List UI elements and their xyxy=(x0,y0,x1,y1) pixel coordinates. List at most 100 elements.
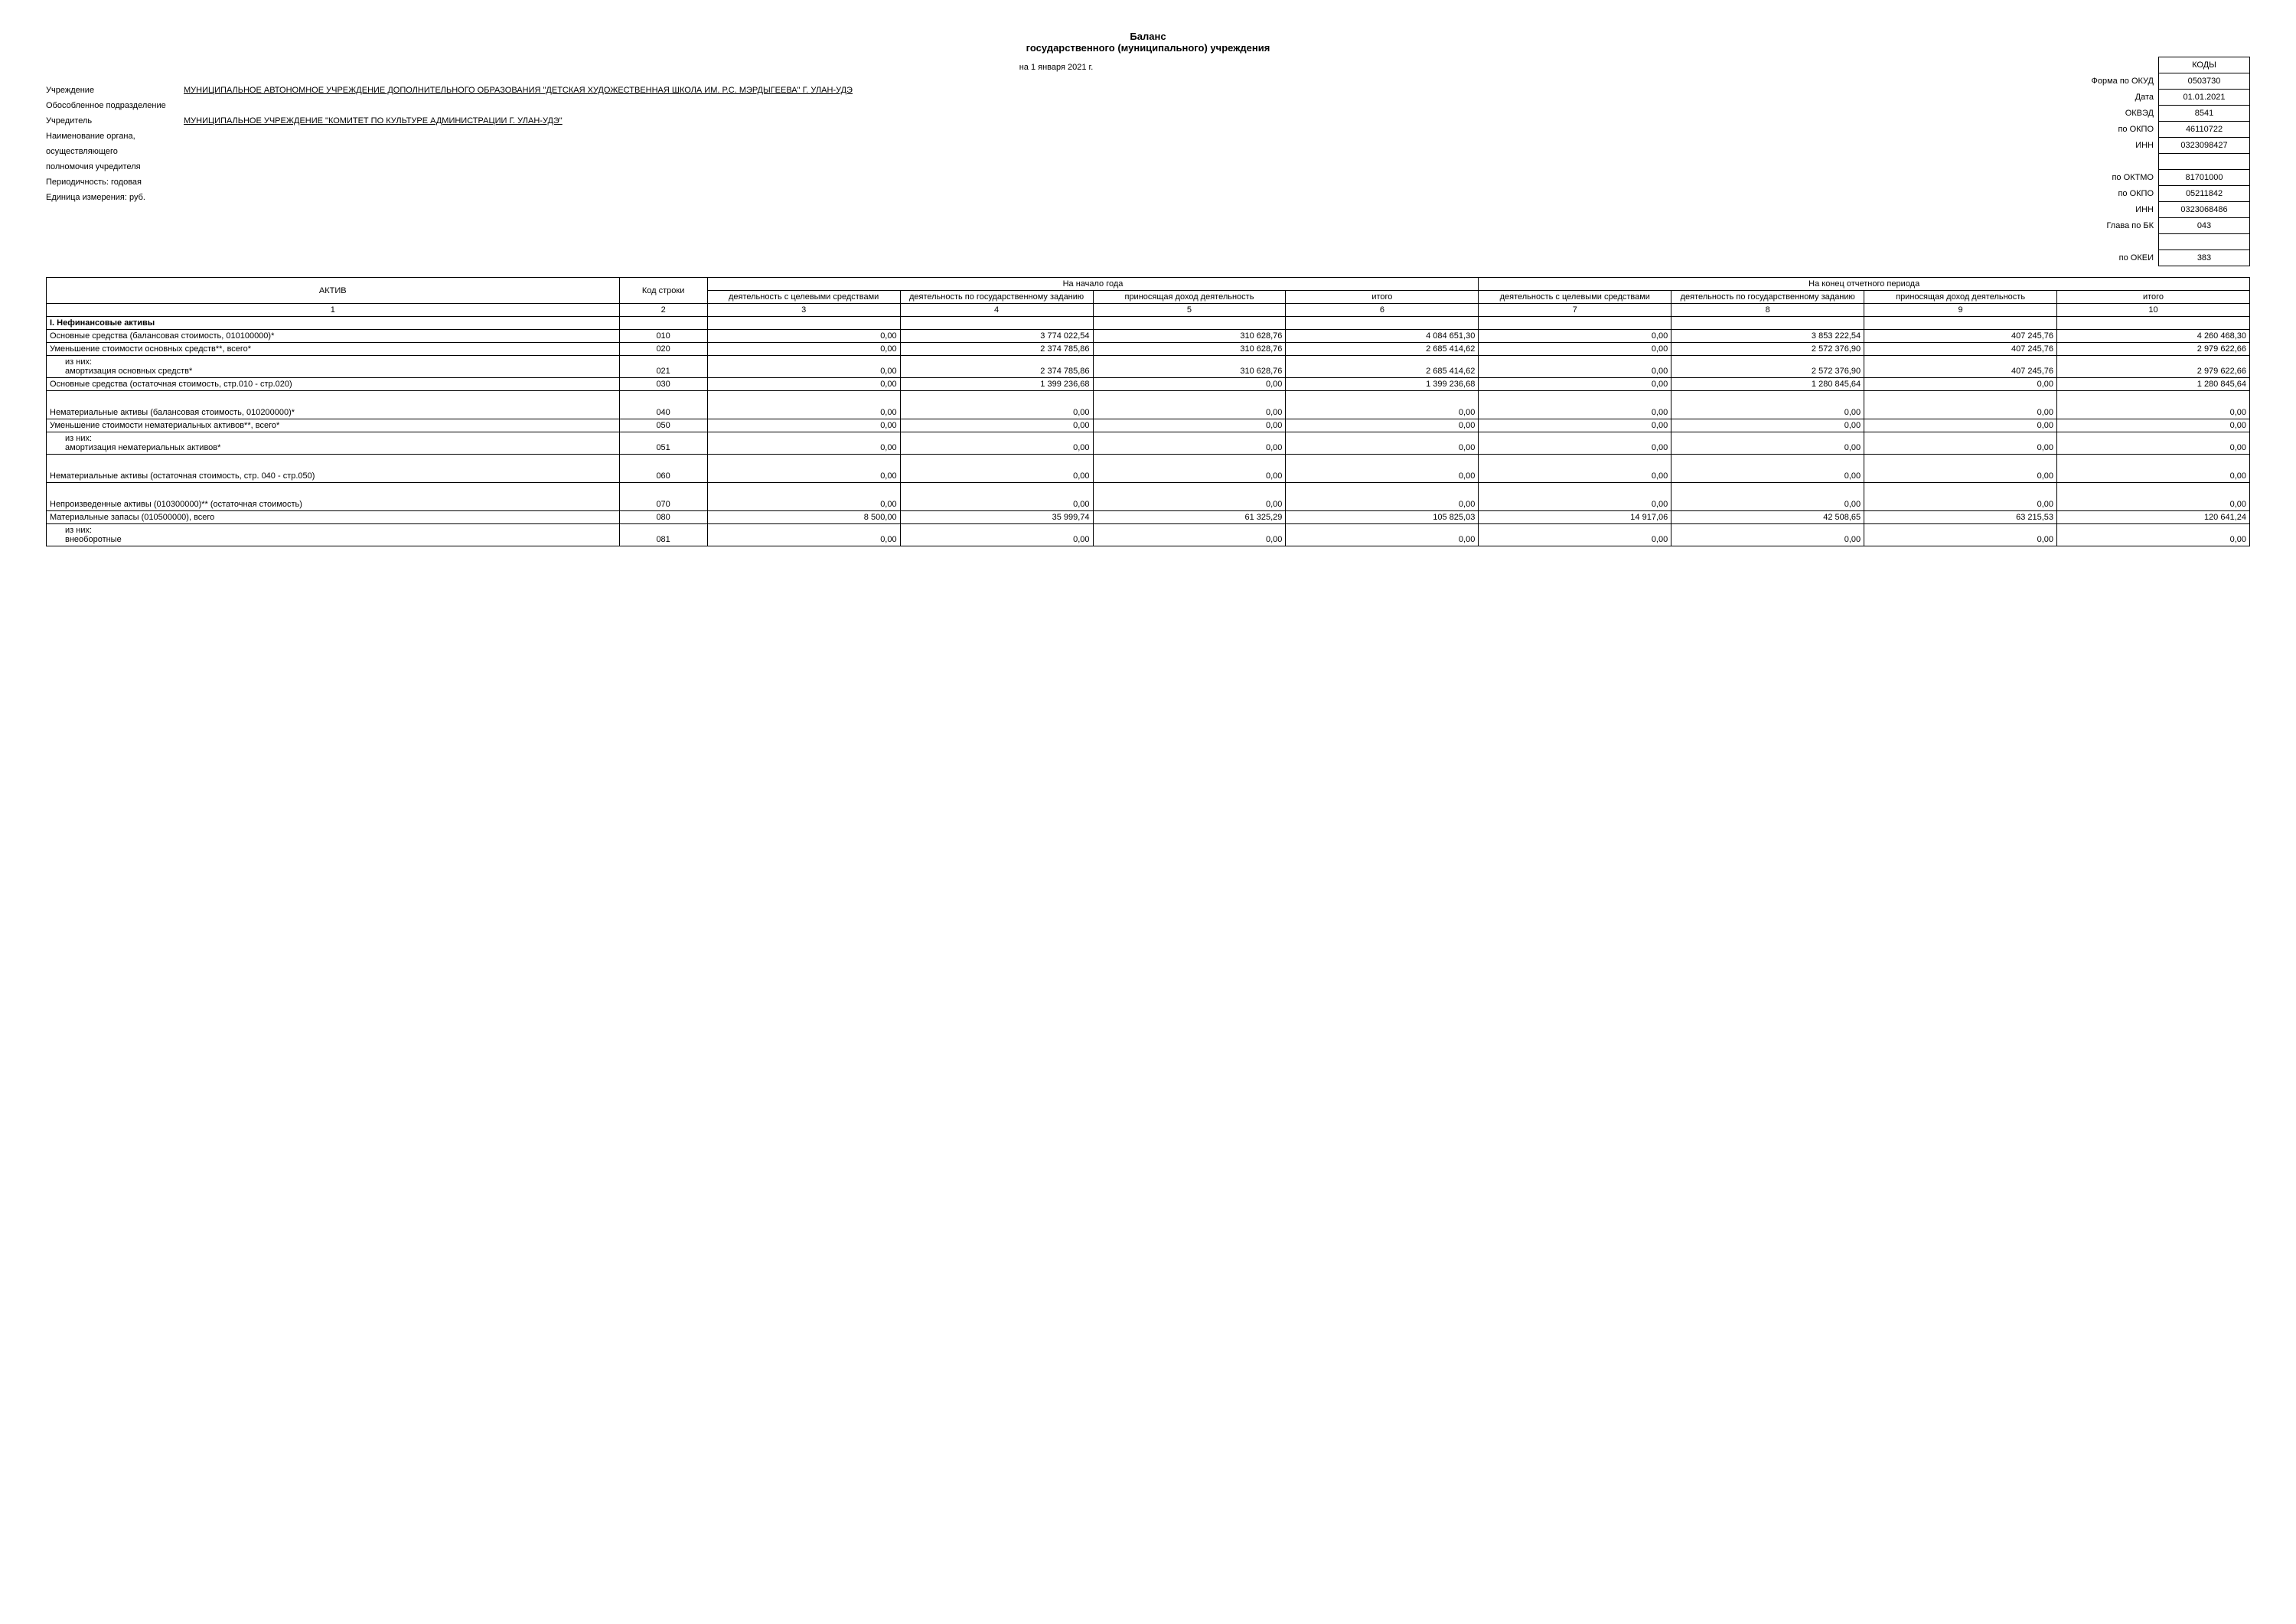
th-begin: На начало года xyxy=(707,278,1479,291)
row-code: 081 xyxy=(619,524,707,546)
cell-value: 0,00 xyxy=(1479,356,1671,378)
cell-value: 0,00 xyxy=(2057,391,2250,419)
cell-value: 0,00 xyxy=(1479,419,1671,432)
cell-value: 0,00 xyxy=(1671,455,1864,483)
cell-value: 1 280 845,64 xyxy=(1671,378,1864,391)
cell-value: 0,00 xyxy=(1864,391,2057,419)
cell-value: 407 245,76 xyxy=(1864,330,2057,343)
row-code: 040 xyxy=(619,391,707,419)
table-row: Уменьшение стоимости основных средств**,… xyxy=(47,343,2250,356)
table-row: из них: амортизация основных средств*021… xyxy=(47,356,2250,378)
cell-value: 2 979 622,66 xyxy=(2057,356,2250,378)
cell-value: 0,00 xyxy=(1093,455,1286,483)
code-label xyxy=(2066,234,2159,250)
label-organ-2: осуществляющего xyxy=(46,147,184,156)
th-col6: итого xyxy=(1286,291,1479,304)
cell-value: 0,00 xyxy=(1479,378,1671,391)
cell-value: 2 685 414,62 xyxy=(1286,343,1479,356)
section-heading: I. Нефинансовые активы xyxy=(47,317,620,330)
code-value: 0323098427 xyxy=(2159,138,2250,154)
cell-value: 0,00 xyxy=(900,432,1093,455)
cell-value: 63 215,53 xyxy=(1864,511,2057,524)
cell-value: 1 399 236,68 xyxy=(1286,378,1479,391)
cell-value: 0,00 xyxy=(1093,432,1286,455)
cell-value: 0,00 xyxy=(1286,483,1479,511)
cell-value: 0,00 xyxy=(2057,419,2250,432)
cell-value: 0,00 xyxy=(1093,419,1286,432)
code-label: Форма по ОКУД xyxy=(2066,73,2159,90)
row-code: 080 xyxy=(619,511,707,524)
code-label: по ОКТМО xyxy=(2066,170,2159,186)
code-label: Глава по БК xyxy=(2066,218,2159,234)
cell-value: 0,00 xyxy=(2057,483,2250,511)
row-name: Нематериальные активы (остаточная стоимо… xyxy=(47,455,620,483)
value-institution: МУНИЦИПАЛЬНОЕ АВТОНОМНОЕ УЧРЕЖДЕНИЕ ДОПО… xyxy=(184,86,2066,95)
table-row: из них: внеоборотные0810,000,000,000,000… xyxy=(47,524,2250,546)
cell-value: 14 917,06 xyxy=(1479,511,1671,524)
column-number-row: 1 2 3 4 5 6 7 8 9 10 xyxy=(47,304,2250,317)
code-label: ИНН xyxy=(2066,202,2159,218)
cell-value: 0,00 xyxy=(900,419,1093,432)
code-label: по ОКЕИ xyxy=(2066,250,2159,266)
row-name: Уменьшение стоимости нематериальных акти… xyxy=(47,419,620,432)
cell-value: 0,00 xyxy=(2057,524,2250,546)
title-line-1: Баланс xyxy=(46,31,2250,42)
th-col9: приносящая доход деятельность xyxy=(1864,291,2057,304)
cell-value: 0,00 xyxy=(1286,455,1479,483)
cell-value: 0,00 xyxy=(1479,455,1671,483)
cell-value: 0,00 xyxy=(1093,391,1286,419)
cell-value: 0,00 xyxy=(1671,391,1864,419)
row-code: 030 xyxy=(619,378,707,391)
th-col10: итого xyxy=(2057,291,2250,304)
codes-table: КОДЫ Форма по ОКУД0503730Дата01.01.2021О… xyxy=(2066,57,2250,266)
cell-value: 0,00 xyxy=(707,343,900,356)
row-code: 010 xyxy=(619,330,707,343)
balance-table: АКТИВ Код строки На начало года На конец… xyxy=(46,277,2250,546)
cell-value: 310 628,76 xyxy=(1093,330,1286,343)
label-subdivision: Обособленное подразделение xyxy=(46,101,184,110)
code-label xyxy=(2066,154,2159,170)
row-name: Уменьшение стоимости основных средств**,… xyxy=(47,343,620,356)
code-label: по ОКПО xyxy=(2066,186,2159,202)
th-asset: АКТИВ xyxy=(47,278,620,304)
code-value: 0323068486 xyxy=(2159,202,2250,218)
row-name: Основные средства (остаточная стоимость,… xyxy=(47,378,620,391)
code-value: 383 xyxy=(2159,250,2250,266)
label-unit: Единица измерения: руб. xyxy=(46,193,184,202)
cell-value: 0,00 xyxy=(1671,483,1864,511)
cell-value: 0,00 xyxy=(707,391,900,419)
code-value xyxy=(2159,154,2250,170)
cell-value: 0,00 xyxy=(1286,524,1479,546)
th-col7: деятельность с целевыми средствами xyxy=(1479,291,1671,304)
cell-value: 0,00 xyxy=(1671,419,1864,432)
cell-value: 2 572 376,90 xyxy=(1671,356,1864,378)
cell-value: 0,00 xyxy=(1864,455,2057,483)
cell-value: 0,00 xyxy=(900,455,1093,483)
cell-value: 8 500,00 xyxy=(707,511,900,524)
code-label: по ОКПО xyxy=(2066,122,2159,138)
row-code: 020 xyxy=(619,343,707,356)
cell-value: 407 245,76 xyxy=(1864,356,2057,378)
th-col3: деятельность с целевыми средствами xyxy=(707,291,900,304)
cell-value: 0,00 xyxy=(1671,524,1864,546)
code-label: ОКВЭД xyxy=(2066,106,2159,122)
cell-value: 4 260 468,30 xyxy=(2057,330,2250,343)
document-title: Баланс государственного (муниципального)… xyxy=(46,31,2250,54)
cell-value: 0,00 xyxy=(707,356,900,378)
row-code: 050 xyxy=(619,419,707,432)
code-label: Дата xyxy=(2066,90,2159,106)
label-organ-3: полномочия учредителя xyxy=(46,162,184,171)
label-organ-1: Наименование органа, xyxy=(46,132,184,141)
cell-value: 42 508,65 xyxy=(1671,511,1864,524)
cell-value: 0,00 xyxy=(1864,483,2057,511)
label-periodicity: Периодичность: годовая xyxy=(46,178,184,187)
table-row: из них: амортизация нематериальных актив… xyxy=(47,432,2250,455)
cell-value: 0,00 xyxy=(1286,391,1479,419)
row-name: Непроизведенные активы (010300000)** (ос… xyxy=(47,483,620,511)
cell-value: 0,00 xyxy=(1479,391,1671,419)
code-value: 46110722 xyxy=(2159,122,2250,138)
th-col8: деятельность по государственному заданию xyxy=(1671,291,1864,304)
code-value: 05211842 xyxy=(2159,186,2250,202)
row-code: 060 xyxy=(619,455,707,483)
th-col5: приносящая доход деятельность xyxy=(1093,291,1286,304)
